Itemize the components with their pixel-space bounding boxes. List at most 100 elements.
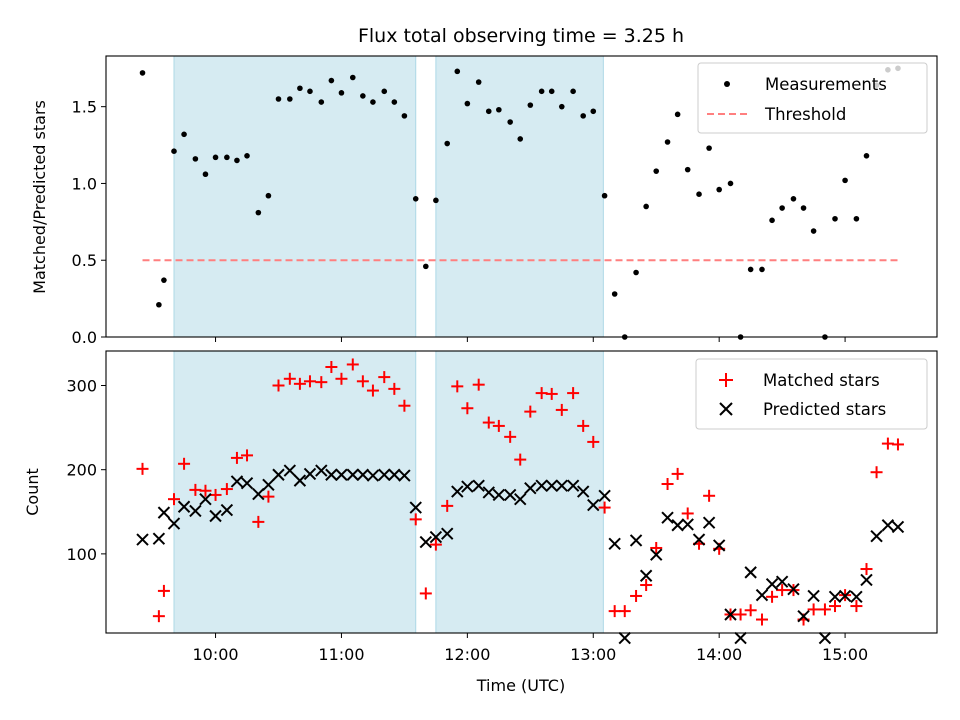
matched-stars-point bbox=[671, 467, 684, 480]
measurements-point bbox=[181, 131, 187, 138]
matched-stars-point bbox=[492, 419, 505, 432]
predicted-stars-point bbox=[303, 467, 317, 481]
matched-stars-point bbox=[661, 478, 674, 491]
measurements-point bbox=[517, 136, 524, 142]
bottom-panel-frame bbox=[105, 350, 938, 634]
matched-stars-point bbox=[504, 430, 517, 443]
measurements-point bbox=[454, 68, 461, 75]
predicted-stars-point bbox=[240, 476, 254, 490]
legend-box bbox=[697, 62, 928, 134]
predicted-stars-point bbox=[797, 609, 810, 623]
matched-stars-point bbox=[650, 541, 663, 554]
x-tick-label: 12:00 bbox=[444, 645, 490, 664]
predicted-stars-point bbox=[262, 478, 275, 492]
matched-stars-point bbox=[157, 584, 170, 597]
predicted-stars-point bbox=[209, 509, 222, 523]
matched-stars-point bbox=[881, 437, 894, 450]
predicted-stars-point bbox=[335, 468, 348, 481]
predicted-stars-point bbox=[775, 575, 789, 588]
top-panel-shading bbox=[173, 55, 604, 338]
matched-stars-point bbox=[366, 384, 379, 397]
matched-stars-point bbox=[388, 382, 401, 395]
predicted-stars-point bbox=[618, 631, 631, 645]
predicted-stars-point bbox=[850, 590, 863, 604]
predicted-stars-point bbox=[177, 500, 191, 513]
y-tick-label: 200 bbox=[66, 461, 97, 480]
measurements-point bbox=[790, 196, 797, 202]
top-panel-frame bbox=[105, 55, 938, 338]
matched-stars-point bbox=[472, 378, 485, 391]
matched-stars-point bbox=[577, 419, 590, 432]
measurements-point bbox=[779, 205, 785, 211]
measurements-point bbox=[800, 205, 807, 211]
predicted-stars-point bbox=[702, 516, 716, 529]
y-tick-label: 1.5 bbox=[72, 98, 97, 117]
predicted-stars-point bbox=[451, 485, 464, 498]
bottom-panel-yticks: 100 200 300 bbox=[66, 377, 106, 564]
predicted-stars-point bbox=[514, 492, 527, 506]
predicted-stars-point bbox=[441, 527, 454, 540]
measurements-point bbox=[863, 153, 870, 159]
predicted-stars-point bbox=[419, 535, 433, 549]
predicted-stars-point bbox=[629, 534, 643, 547]
measurements-point bbox=[527, 102, 534, 108]
predicted-stars-point bbox=[199, 492, 212, 506]
x-tick-label: 13:00 bbox=[570, 645, 616, 664]
matched-stars-point bbox=[272, 379, 285, 392]
top-panel-legend: Measurements Threshold bbox=[697, 62, 928, 134]
measurements-point bbox=[349, 74, 356, 81]
matched-stars-point bbox=[189, 483, 202, 496]
measurements-point bbox=[507, 119, 513, 125]
measurements-point bbox=[297, 85, 303, 92]
matched-stars-point bbox=[807, 603, 820, 616]
matched-stars-point bbox=[461, 402, 474, 415]
measurements-point bbox=[156, 301, 162, 308]
predicted-stars-point bbox=[388, 468, 401, 481]
matched-stars-point bbox=[451, 380, 464, 393]
measurements-point bbox=[318, 99, 325, 105]
predicted-stars-point bbox=[409, 501, 422, 514]
measurements-point bbox=[684, 166, 691, 173]
measurements-point bbox=[769, 217, 775, 224]
predicted-stars-point bbox=[325, 468, 338, 481]
matched-stars-point bbox=[230, 451, 243, 464]
shaded-interval-1 bbox=[173, 55, 417, 338]
measurements-point bbox=[590, 108, 597, 115]
top-panel-yticks: 0.0 0.5 1.0 1.5 bbox=[72, 98, 106, 347]
matched-stars-point bbox=[818, 603, 831, 616]
top-panel-ylabel: Matched/Predicted stars bbox=[30, 100, 49, 294]
predicted-stars-point bbox=[167, 517, 181, 530]
matched-stars-point bbox=[608, 605, 621, 618]
predicted-stars-point bbox=[461, 480, 474, 493]
matched-stars-point bbox=[346, 358, 359, 371]
matched-stars-point bbox=[262, 490, 275, 503]
predicted-stars-point bbox=[692, 533, 706, 546]
matched-stars-point bbox=[766, 590, 779, 603]
matched-stars-point bbox=[335, 372, 348, 385]
matched-stars-point bbox=[640, 579, 653, 592]
matched-stars-point bbox=[167, 493, 180, 506]
shaded-interval-1 bbox=[173, 350, 417, 634]
bottom-panel-series bbox=[136, 358, 905, 645]
matched-stars-point bbox=[293, 377, 306, 390]
matched-stars-point bbox=[744, 604, 757, 617]
predicted-stars-point bbox=[639, 569, 653, 582]
measurements-point bbox=[381, 88, 388, 95]
predicted-stars-point bbox=[230, 475, 244, 488]
predicted-stars-point bbox=[891, 520, 905, 534]
measurements-point bbox=[139, 70, 146, 76]
predicted-stars-point bbox=[576, 485, 590, 498]
predicted-stars-point bbox=[252, 487, 265, 501]
predicted-stars-point bbox=[744, 566, 757, 579]
predicted-stars-point bbox=[587, 498, 600, 512]
matched-stars-point bbox=[315, 376, 328, 389]
legend-marker-predicted-stars bbox=[719, 402, 733, 416]
measurements-point bbox=[212, 154, 219, 161]
matched-stars-point bbox=[178, 457, 191, 470]
measurements-point bbox=[643, 203, 649, 210]
top-panel-xticks bbox=[215, 337, 846, 342]
measurements-point bbox=[496, 106, 502, 113]
predicted-stars-point bbox=[272, 468, 285, 481]
matched-stars-point bbox=[283, 372, 296, 385]
